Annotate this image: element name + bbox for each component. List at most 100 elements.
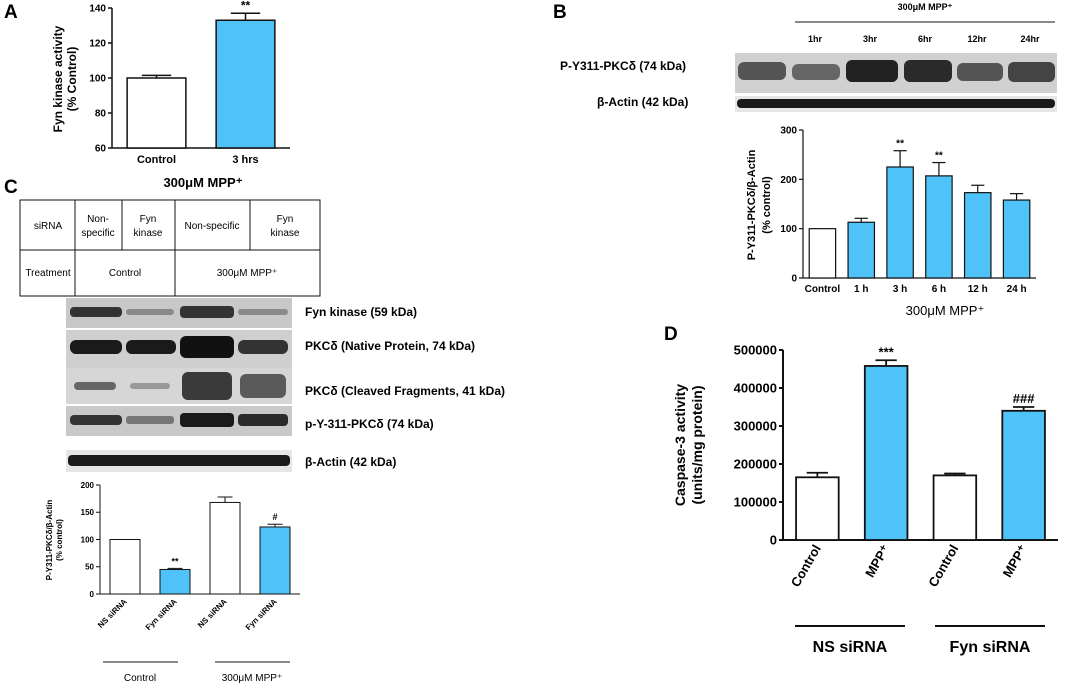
panel-c-letter: C (4, 177, 18, 198)
panel-b-significance: ** (935, 151, 943, 162)
panel-a-group-label: 300μM MPP⁺ (163, 175, 242, 190)
panel-c-group-mpp: 300μM MPP⁺ (222, 673, 283, 684)
panel-d-bar (795, 476, 840, 541)
panel-c-blot-pkc-cleaved (66, 368, 292, 404)
panel-d-letter: D (664, 324, 678, 345)
panel-c-table-col4-2: kinase (271, 228, 300, 239)
panel-d-ytick-label: 200000 (734, 457, 777, 472)
panel-b-bar (886, 166, 914, 279)
panel-b-category-label: 6 h (932, 284, 946, 295)
panel-c-table (19, 199, 321, 297)
panel-b-time-2: 3hr (863, 34, 878, 44)
panel-b-group-label: 300μM MPP⁺ (906, 303, 985, 318)
panel-b-category-label: 12 h (968, 284, 988, 295)
panel-d-bar (932, 474, 978, 541)
panel-d-significance: *** (879, 344, 895, 359)
panel-b-letter: B (553, 2, 567, 23)
panel-b: B 300μM MPP⁺ 1hr 3hr 6hr 12hr 24hr P-Y31… (553, 2, 1057, 318)
panel-a-significance: ** (241, 0, 251, 12)
panel-c-category-label: Fyn siRNA (244, 597, 279, 632)
panel-d-ylabel-2: (units/mg protein) (689, 386, 705, 505)
panel-b-blot-actin (735, 96, 1057, 112)
panel-b-time-4: 12hr (967, 34, 987, 44)
panel-a-ytick-label: 100 (89, 74, 106, 85)
panel-a-ytick-label: 60 (95, 144, 107, 155)
panel-a-ytick-label: 140 (89, 4, 106, 15)
panel-d-bar (863, 365, 909, 541)
panel-b-time-3: 6hr (918, 34, 933, 44)
panel-d-chart: 0 100000 200000 300000 400000 500000 Control **… (734, 343, 1058, 590)
panel-b-bar (925, 175, 953, 279)
panel-b-blot-label-1: P-Y311-PKCδ (74 kDa) (560, 59, 686, 73)
panel-b-category-label: Control (805, 284, 841, 295)
panel-c-ytick-label: 150 (81, 508, 95, 517)
panel-c-table-col3: Non-specific (184, 221, 239, 232)
panel-c-table-control: Control (109, 268, 141, 279)
panel-c-table-mpp: 300μM MPP⁺ (217, 268, 278, 279)
panel-a-bar (215, 19, 276, 149)
panel-c-bar (209, 501, 241, 595)
panel-c-table-row1-head: siRNA (34, 221, 63, 232)
panel-d-significance: ### (1013, 391, 1035, 406)
panel-d-category-label: MPP⁺ (1000, 542, 1031, 580)
panel-a-category-label: 3 hrs (232, 154, 258, 166)
panel-b-header: 300μM MPP⁺ (898, 2, 953, 12)
panel-c-ylabel-2: (% control) (55, 519, 64, 561)
panel-b-significance: ** (896, 139, 904, 150)
panel-a-ytick-label: 80 (95, 109, 107, 120)
panel-b-ylabel-2: (% control) (761, 176, 773, 234)
panel-b-ylabel-1: P-Y311-PKCδ/β-Actin (746, 149, 758, 260)
panel-c-ytick-label: 50 (85, 563, 94, 572)
panel-a-ylabel-1: Fyn kinase activity (51, 25, 65, 132)
panel-c-ylabel-1: P-Y311-PKCδ/β-Actin (45, 500, 54, 581)
panel-b-ytick-label: 200 (780, 175, 797, 186)
panel-b-ytick-label: 0 (791, 274, 797, 285)
panel-c-table-col4-1: Fyn (277, 214, 294, 225)
panel-a-ylabel-2: (% Control) (65, 47, 79, 112)
panel-b-category-label: 1 h (854, 284, 868, 295)
panel-c-ytick-label: 0 (90, 590, 95, 599)
panel-c-blot-label-4: p-Y-311-PKCδ (74 kDa) (305, 417, 434, 431)
panel-c-ytick-label: 100 (81, 535, 95, 544)
panel-b-category-label: 24 h (1007, 284, 1027, 295)
panel-d-ytick-label: 500000 (734, 343, 777, 358)
panel-a-letter: A (4, 2, 18, 23)
panel-c-blot-py311 (66, 406, 292, 436)
panel-b-ytick-label: 300 (780, 126, 797, 137)
panel-d-category-label: MPP⁺ (862, 542, 893, 580)
panel-c-blot-label-3: PKCδ (Cleaved Fragments, 41 kDa) (305, 384, 505, 398)
panel-c-table-col2-1: Fyn (140, 214, 157, 225)
panel-c-chart: 0 50 100 150 200 NS siRNA ** Fyn siRNA NS siRNA #… (81, 481, 300, 632)
panel-c-table-col1-2: specific (81, 228, 114, 239)
panel-d-group-fyn: Fyn siRNA (950, 639, 1031, 656)
panel-c-table-col1-1: Non- (87, 214, 109, 225)
panel-d-category-label: Control (788, 542, 824, 590)
panel-c-table-row2-head: Treatment (25, 268, 70, 279)
panel-d-ytick-label: 400000 (734, 381, 777, 396)
panel-b-time-5: 24hr (1020, 34, 1040, 44)
panel-c-group-control: Control (124, 673, 156, 684)
panel-d-ylabel-1: Caspase-3 activity (672, 384, 688, 506)
panel-d-bar (1001, 409, 1046, 541)
panel-a-ytick-label: 120 (89, 39, 106, 50)
panel-c-table-col2-2: kinase (134, 228, 163, 239)
panel-c-blot-actin (66, 450, 292, 472)
panel-a-category-label: Control (137, 154, 176, 166)
panel-a-bar (126, 77, 187, 149)
panel-c-bar (109, 539, 141, 595)
panel-d-ytick-label: 0 (770, 533, 777, 548)
panel-c-blot-label-5: β-Actin (42 kDa) (305, 455, 396, 469)
panel-b-time-1: 1hr (808, 34, 823, 44)
panel-c-significance: # (272, 512, 277, 522)
panel-b-bar (1002, 199, 1031, 279)
panel-b-blot-label-2: β-Actin (42 kDa) (597, 95, 688, 109)
panel-c-bar (159, 568, 191, 595)
panel-c-bar (259, 526, 291, 595)
panel-c-significance: ** (171, 556, 179, 566)
panel-c-category-label: Fyn siRNA (144, 597, 179, 632)
panel-a: A Fyn kinase activity (% Control) 60 80 10… (4, 0, 290, 190)
panel-c-blot-pkc-native (66, 330, 292, 368)
panel-d-ytick-label: 300000 (734, 419, 777, 434)
panel-a-chart: 60 80 100 120 140 Control ** 3 hrs (89, 0, 290, 166)
